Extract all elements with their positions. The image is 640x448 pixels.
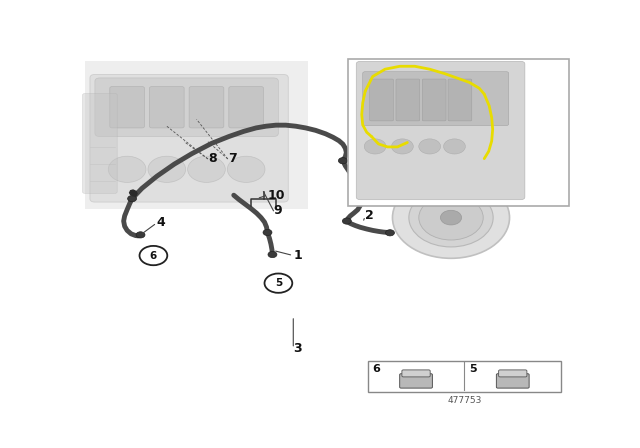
Circle shape <box>127 195 136 202</box>
Circle shape <box>339 158 348 164</box>
Circle shape <box>392 177 509 258</box>
FancyBboxPatch shape <box>229 86 264 128</box>
FancyBboxPatch shape <box>367 361 561 392</box>
FancyBboxPatch shape <box>370 79 394 121</box>
Text: 6: 6 <box>150 250 157 261</box>
Circle shape <box>342 218 351 224</box>
Text: 477753: 477753 <box>447 396 481 405</box>
Circle shape <box>385 230 394 236</box>
Text: 4: 4 <box>157 216 166 229</box>
FancyBboxPatch shape <box>150 86 184 128</box>
Text: 3: 3 <box>293 342 302 355</box>
FancyBboxPatch shape <box>95 78 278 137</box>
Circle shape <box>409 188 493 247</box>
Circle shape <box>419 195 483 240</box>
Polygon shape <box>129 190 137 196</box>
Text: 5: 5 <box>275 278 282 288</box>
FancyBboxPatch shape <box>399 374 433 388</box>
Circle shape <box>392 139 413 154</box>
FancyBboxPatch shape <box>356 61 525 200</box>
Circle shape <box>419 139 440 154</box>
Circle shape <box>148 156 186 182</box>
Circle shape <box>188 156 225 182</box>
Circle shape <box>444 139 465 154</box>
Text: 1: 1 <box>293 249 302 262</box>
Circle shape <box>268 251 277 258</box>
Text: 7: 7 <box>228 152 237 165</box>
Circle shape <box>440 210 461 225</box>
FancyBboxPatch shape <box>189 86 224 128</box>
Circle shape <box>264 273 292 293</box>
FancyBboxPatch shape <box>110 86 145 128</box>
FancyBboxPatch shape <box>396 79 420 121</box>
FancyBboxPatch shape <box>448 79 472 121</box>
Circle shape <box>364 139 386 154</box>
FancyBboxPatch shape <box>499 370 527 377</box>
Circle shape <box>263 229 272 236</box>
FancyBboxPatch shape <box>363 72 509 125</box>
Circle shape <box>227 156 265 182</box>
FancyBboxPatch shape <box>422 79 446 121</box>
Circle shape <box>136 232 145 238</box>
Circle shape <box>140 246 167 265</box>
FancyBboxPatch shape <box>402 370 430 377</box>
Text: 10: 10 <box>268 189 285 202</box>
Text: 2: 2 <box>365 209 374 222</box>
Text: 5: 5 <box>469 364 477 374</box>
Text: 6: 6 <box>372 364 381 374</box>
Text: 8: 8 <box>208 152 216 165</box>
Text: 9: 9 <box>273 204 282 217</box>
FancyBboxPatch shape <box>83 94 117 194</box>
FancyBboxPatch shape <box>90 74 289 202</box>
FancyBboxPatch shape <box>497 374 529 388</box>
FancyBboxPatch shape <box>348 59 568 206</box>
Polygon shape <box>85 60 308 209</box>
Circle shape <box>108 156 146 182</box>
